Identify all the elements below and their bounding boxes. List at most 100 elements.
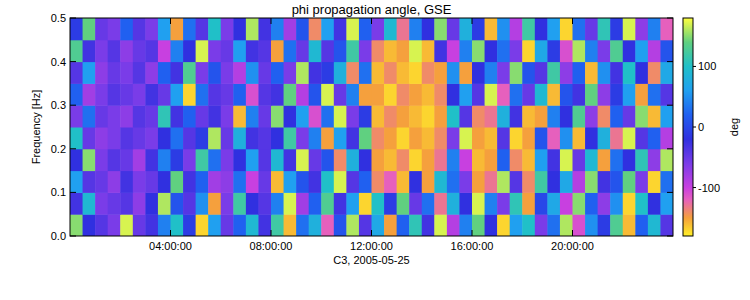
cell (171, 149, 184, 171)
cell (83, 127, 96, 149)
cell (434, 171, 447, 193)
cell (623, 171, 636, 193)
cell (145, 149, 158, 171)
cell (485, 18, 498, 40)
y-tick (667, 192, 673, 193)
cell (108, 214, 121, 236)
cell (208, 127, 221, 149)
cell (321, 83, 334, 105)
cell (434, 62, 447, 84)
cell (547, 127, 560, 149)
cell (359, 149, 372, 171)
cell (133, 127, 146, 149)
cell (108, 192, 121, 214)
cell (271, 105, 284, 127)
cell (497, 192, 510, 214)
cell (346, 171, 359, 193)
cell (334, 192, 347, 214)
cell (171, 127, 184, 149)
cell (397, 171, 410, 193)
cell (171, 214, 184, 236)
cell (95, 127, 108, 149)
cell (359, 214, 372, 236)
cell (422, 171, 435, 193)
cell (510, 18, 523, 40)
cell (258, 105, 271, 127)
cell (372, 149, 385, 171)
cell (70, 127, 83, 149)
title: phi propagation angle, GSE (292, 2, 452, 17)
y-tick (667, 61, 673, 62)
cell (397, 40, 410, 62)
cell (183, 149, 196, 171)
cell (397, 62, 410, 84)
cell (635, 149, 648, 171)
cell (660, 40, 673, 62)
cell (422, 18, 435, 40)
y-tick-label: 0.1 (51, 186, 66, 198)
cell (158, 83, 171, 105)
cell (635, 127, 648, 149)
cell (485, 62, 498, 84)
cell (497, 214, 510, 236)
cell (171, 83, 184, 105)
cell (183, 83, 196, 105)
cell (158, 192, 171, 214)
cell (284, 192, 297, 214)
cell (635, 40, 648, 62)
cell (547, 105, 560, 127)
cell (459, 192, 472, 214)
cell (183, 127, 196, 149)
cell (384, 149, 397, 171)
cell (321, 149, 334, 171)
x-label: C3, 2005-05-25 (333, 254, 409, 266)
cell (208, 105, 221, 127)
cell (535, 40, 548, 62)
cell (610, 192, 623, 214)
cell (233, 171, 246, 193)
cell (522, 83, 535, 105)
cell (171, 105, 184, 127)
cell (334, 127, 347, 149)
colorbar-tick (693, 187, 696, 188)
cell (309, 105, 322, 127)
cell (70, 105, 83, 127)
cell (422, 40, 435, 62)
cell (145, 83, 158, 105)
y-tick (70, 148, 76, 149)
cell (233, 18, 246, 40)
cell (246, 214, 259, 236)
cell (346, 83, 359, 105)
cell (560, 171, 573, 193)
cell (409, 62, 422, 84)
cell (221, 127, 234, 149)
cell (610, 127, 623, 149)
cell (522, 18, 535, 40)
cell (522, 62, 535, 84)
cell (133, 192, 146, 214)
cell (660, 214, 673, 236)
cell (246, 127, 259, 149)
cell (485, 105, 498, 127)
cell (246, 83, 259, 105)
cell (196, 18, 209, 40)
cell (660, 192, 673, 214)
cell (598, 171, 611, 193)
cell (660, 18, 673, 40)
cell (535, 83, 548, 105)
cell (158, 105, 171, 127)
x-tick-label: 20:00:00 (551, 240, 594, 252)
cell (623, 40, 636, 62)
cell (648, 83, 661, 105)
cell (296, 149, 309, 171)
cell (610, 62, 623, 84)
cell (409, 127, 422, 149)
cell (485, 40, 498, 62)
cell (585, 62, 598, 84)
cell (70, 171, 83, 193)
cell (296, 214, 309, 236)
cell (648, 18, 661, 40)
cell (560, 149, 573, 171)
cell (648, 105, 661, 127)
cell (510, 62, 523, 84)
